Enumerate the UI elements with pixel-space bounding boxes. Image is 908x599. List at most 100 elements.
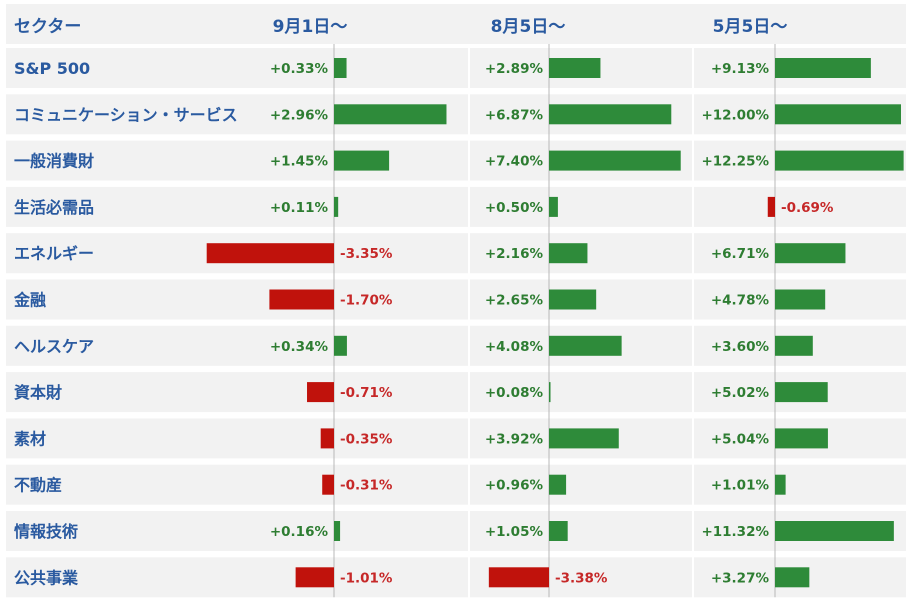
category-label: 一般消費財	[14, 152, 94, 171]
data-label: +0.34%	[270, 339, 329, 355]
bar	[775, 521, 894, 541]
row-background	[470, 511, 692, 551]
bar	[334, 104, 447, 125]
data-label: +11.32%	[701, 524, 769, 540]
data-label: +1.01%	[711, 478, 770, 494]
bar	[775, 382, 828, 403]
bar	[549, 335, 622, 356]
data-label: +0.33%	[270, 61, 329, 77]
category-label: 生活必需品	[14, 198, 94, 217]
category-label: 金融	[13, 291, 46, 310]
row-background	[470, 464, 692, 505]
bar	[549, 289, 597, 310]
bar	[206, 243, 334, 264]
bar	[322, 474, 334, 495]
data-label: -0.69%	[781, 200, 834, 216]
bars	[206, 58, 904, 588]
bar	[549, 58, 601, 78]
data-label: +12.00%	[701, 107, 769, 123]
row-background	[6, 325, 468, 366]
row-background	[6, 186, 468, 227]
bar	[320, 428, 334, 449]
value-labels: +0.33% +2.89% +9.13% +2.96% +6.87% +12.00% +1.…	[270, 61, 834, 586]
category-label: 素材	[14, 429, 46, 448]
data-label: +5.04%	[711, 431, 770, 447]
bar	[549, 243, 588, 264]
category-label: 公共事業	[14, 568, 79, 587]
bar	[549, 474, 567, 495]
category-label: 資本財	[14, 383, 62, 402]
data-label: +0.96%	[485, 478, 544, 494]
data-label: -3.38%	[555, 570, 608, 586]
bar	[488, 567, 549, 588]
column-header-3: 5月5日～	[713, 17, 788, 37]
data-label: -1.70%	[340, 293, 393, 309]
data-label: +0.11%	[270, 200, 329, 216]
data-label: +3.27%	[711, 570, 770, 586]
data-label: +2.65%	[485, 293, 544, 309]
data-label: +4.08%	[485, 339, 544, 355]
data-label: +3.60%	[711, 339, 770, 355]
bar	[334, 58, 347, 78]
bar	[549, 382, 551, 403]
data-label: -1.01%	[340, 570, 393, 586]
data-label: +2.89%	[485, 61, 544, 77]
bar	[334, 150, 390, 171]
row-background	[6, 372, 468, 413]
row-backgrounds	[6, 48, 906, 598]
bar	[295, 567, 334, 588]
bar	[269, 289, 334, 310]
data-label: +1.45%	[270, 154, 329, 170]
row-background	[694, 464, 906, 505]
category-label: 情報技術	[14, 522, 78, 541]
table-header: セクター 9月1日～ 8月5日～ 5月5日～	[6, 4, 906, 44]
bar	[775, 428, 828, 449]
header-sector-label: セクター	[14, 17, 81, 37]
bar	[775, 104, 901, 125]
row-background	[694, 186, 906, 227]
row-background	[6, 511, 468, 551]
category-label: 不動産	[14, 476, 62, 495]
bar	[775, 567, 810, 588]
data-label: -0.71%	[340, 385, 393, 401]
row-background	[6, 557, 468, 598]
category-labels: S&P 500 コミュニケーション・サービス一般消費財生活必需品エネルギー金融ヘル…	[13, 59, 238, 587]
category-label: コミュニケーション・サービス	[14, 105, 238, 124]
row-background	[6, 279, 468, 320]
bar	[307, 382, 334, 403]
category-label: S&P 500	[14, 59, 90, 78]
data-label: +6.71%	[711, 246, 770, 262]
bar	[334, 335, 347, 356]
data-label: +12.25%	[701, 154, 769, 170]
column-header-1: 9月1日～	[273, 17, 348, 37]
row-background	[470, 372, 692, 413]
bar	[334, 521, 341, 541]
data-label: +6.87%	[485, 107, 544, 123]
bar	[775, 289, 826, 310]
header-background	[6, 4, 906, 44]
data-label: +0.08%	[485, 385, 544, 401]
row-background	[6, 418, 468, 459]
category-label: ヘルスケア	[14, 337, 94, 356]
data-label: -3.35%	[340, 246, 393, 262]
row-background	[6, 464, 468, 505]
data-label: +0.50%	[485, 200, 544, 216]
bar	[334, 196, 339, 217]
column-header-2: 8月5日～	[491, 17, 566, 37]
row-background	[6, 140, 468, 181]
bar	[775, 150, 904, 171]
data-label: +0.16%	[270, 524, 329, 540]
data-label: +9.13%	[711, 61, 770, 77]
data-label: +4.78%	[711, 293, 770, 309]
data-label: +3.92%	[485, 431, 544, 447]
data-label: -0.31%	[340, 478, 393, 494]
bar	[549, 196, 558, 217]
data-label: +1.05%	[485, 524, 544, 540]
data-label: +2.96%	[270, 107, 329, 123]
row-background	[6, 48, 468, 88]
bar	[775, 243, 846, 264]
data-label: +5.02%	[711, 385, 770, 401]
category-label: エネルギー	[14, 244, 94, 263]
bar	[775, 474, 786, 495]
